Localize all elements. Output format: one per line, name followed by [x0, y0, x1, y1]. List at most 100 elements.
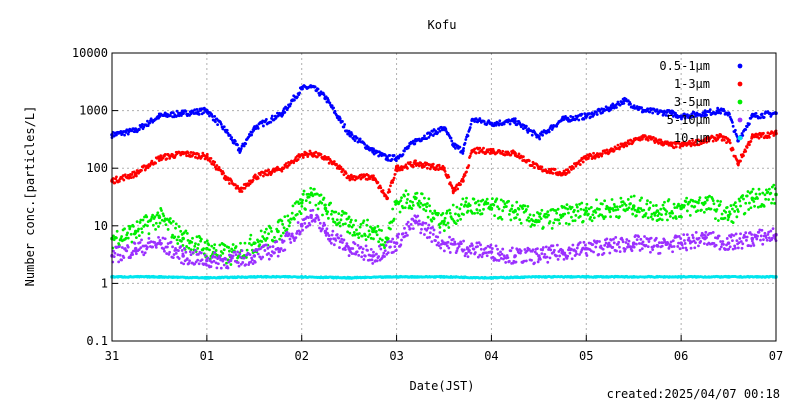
series-point	[414, 196, 418, 200]
series-point	[579, 207, 583, 211]
series-point	[319, 153, 323, 156]
series-point	[456, 246, 460, 250]
series-point	[366, 218, 369, 222]
series-point	[690, 112, 694, 116]
series-point	[392, 250, 395, 254]
series-point	[119, 129, 123, 133]
series-point	[126, 245, 130, 249]
series-point	[465, 196, 468, 200]
series-point	[719, 111, 723, 115]
series-point	[264, 227, 268, 231]
series-point	[328, 101, 332, 105]
series-point	[281, 231, 285, 235]
series-point	[351, 233, 355, 237]
series-point	[479, 247, 483, 251]
y-tick-label: 1000	[79, 104, 108, 118]
series-point	[745, 235, 749, 239]
series-point	[578, 202, 581, 206]
series-point	[212, 246, 216, 250]
series-point	[513, 208, 517, 212]
series-point	[267, 257, 271, 261]
series-point	[138, 221, 142, 224]
series-point	[383, 240, 387, 244]
series-point	[685, 113, 689, 117]
series-point	[693, 246, 697, 250]
series-point	[417, 219, 421, 223]
series-point	[608, 210, 612, 214]
series-point	[309, 209, 313, 213]
series-point	[377, 244, 381, 248]
series-point	[521, 207, 525, 210]
series-point	[401, 153, 405, 156]
series-point	[338, 224, 342, 228]
series-point	[349, 177, 352, 181]
series-point	[151, 223, 155, 227]
series-point	[327, 234, 331, 237]
series-point	[145, 215, 149, 219]
series-point	[434, 239, 437, 242]
series-point	[196, 247, 200, 250]
series-point	[603, 215, 607, 219]
series-point	[335, 233, 339, 236]
series-point	[265, 236, 269, 240]
series-point	[238, 151, 242, 154]
series-point	[549, 248, 553, 252]
series-point	[527, 159, 531, 163]
series-point	[591, 243, 595, 246]
series-point	[363, 234, 367, 237]
series-point	[515, 200, 519, 204]
series-point	[679, 237, 683, 240]
series-point	[177, 225, 181, 228]
series-point	[216, 257, 220, 261]
series-point	[750, 190, 754, 194]
series-point	[590, 111, 594, 115]
series-point	[118, 253, 122, 257]
series-point	[629, 139, 633, 142]
series-point	[269, 120, 273, 124]
series-point	[347, 175, 351, 178]
series-point	[397, 232, 400, 236]
series-point	[115, 175, 118, 179]
series-point	[744, 201, 748, 205]
series-point	[716, 199, 720, 203]
series-point	[267, 251, 270, 255]
series-point	[705, 207, 708, 211]
series-point	[459, 242, 463, 246]
series-point	[254, 127, 258, 130]
series-point	[531, 248, 535, 252]
series-point	[750, 136, 754, 140]
series-point	[637, 108, 641, 112]
series-point	[486, 244, 490, 248]
series-point	[113, 181, 117, 185]
series-point	[227, 246, 231, 249]
series-point	[687, 236, 691, 240]
series-point	[179, 229, 183, 233]
series-point	[453, 240, 457, 244]
series-point	[273, 235, 276, 239]
series-point	[287, 224, 291, 228]
series-point	[604, 241, 608, 245]
series-point	[236, 261, 240, 265]
series-point	[767, 187, 771, 191]
series-point	[168, 114, 172, 117]
series-point	[477, 203, 481, 207]
series-point	[427, 135, 431, 139]
data-point	[347, 224, 351, 228]
series-point	[513, 121, 516, 125]
series-point	[187, 261, 191, 265]
series-point	[278, 250, 282, 254]
series-point	[729, 235, 733, 239]
series-point	[673, 206, 677, 210]
series-point	[171, 256, 175, 260]
series-point	[403, 194, 406, 198]
series-point	[432, 217, 436, 221]
series-point	[622, 145, 626, 149]
series-point	[403, 226, 406, 230]
series-point	[612, 209, 615, 212]
series-point	[438, 231, 442, 234]
series-point	[228, 259, 232, 263]
series-point	[464, 200, 468, 204]
series-point	[134, 252, 138, 256]
series-point	[702, 141, 706, 145]
